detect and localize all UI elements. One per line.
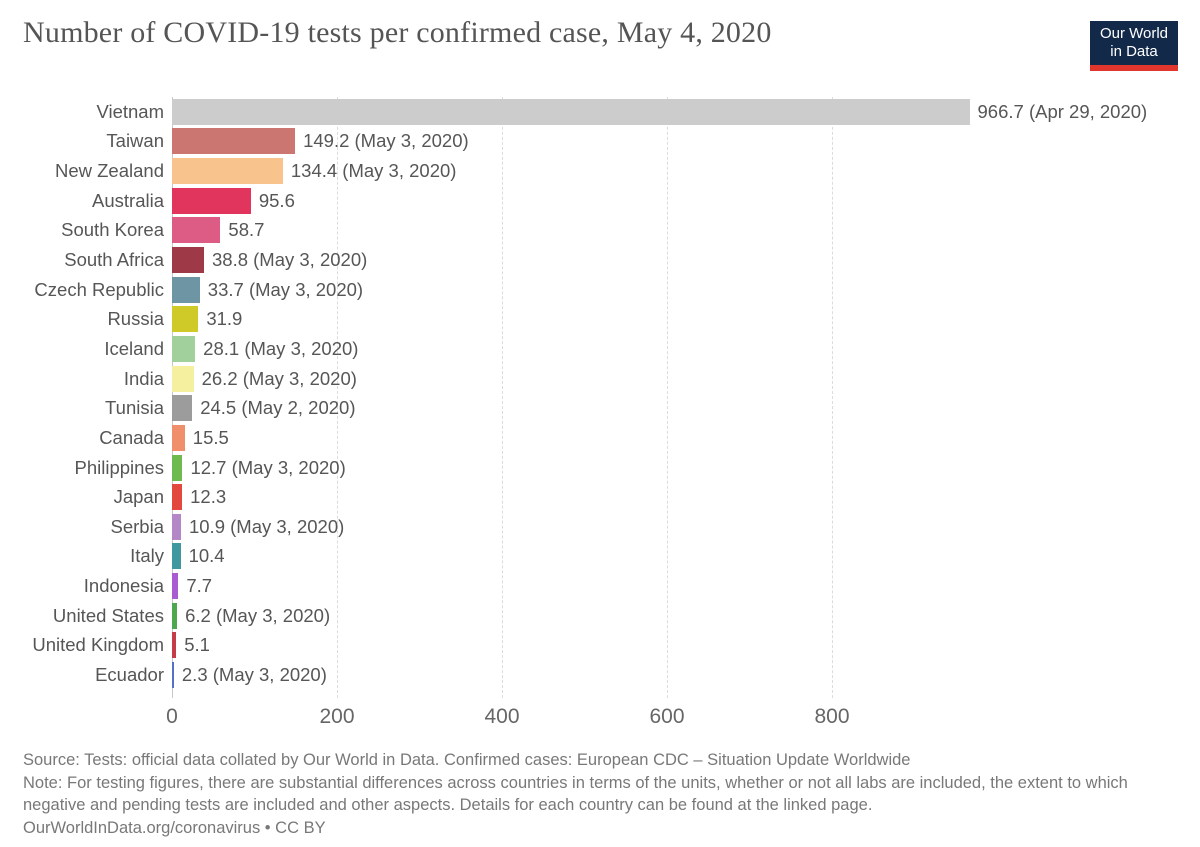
bar-row: Serbia 10.9 (May 3, 2020) <box>0 512 1200 542</box>
bar-row: Australia 95.6 <box>0 186 1200 216</box>
value-label: 31.9 <box>206 308 243 330</box>
country-label: Australia <box>92 189 164 211</box>
bar-row: Canada 15.5 <box>0 423 1200 453</box>
country-label: Czech Republic <box>34 278 164 300</box>
note-line: Note: For testing figures, there are sub… <box>23 773 1128 815</box>
value-label: 7.7 <box>186 575 213 597</box>
bar[interactable] <box>172 454 183 481</box>
country-label: Vietnam <box>96 100 164 122</box>
bar-row: Italy 10.4 <box>0 542 1200 572</box>
value-label: 38.8 (May 3, 2020) <box>212 249 368 271</box>
country-label: Ecuador <box>95 663 164 685</box>
bar-row: Ecuador 2.3 (May 3, 2020) <box>0 660 1200 690</box>
bar-row: Tunisia 24.5 (May 2, 2020) <box>0 393 1200 423</box>
country-label: Indonesia <box>83 575 164 597</box>
bar-row: Taiwan 149.2 (May 3, 2020) <box>0 127 1200 157</box>
owid-logo-box: Our World in Data <box>1090 21 1178 65</box>
value-label: 33.7 (May 3, 2020) <box>207 278 364 300</box>
bar[interactable] <box>172 513 181 540</box>
bar-row: Czech Republic 33.7 (May 3, 2020) <box>0 275 1200 305</box>
bar[interactable] <box>172 158 283 185</box>
country-label: South Korea <box>61 219 164 241</box>
value-label: 12.3 <box>190 486 227 508</box>
bar-row: Indonesia 7.7 <box>0 571 1200 601</box>
value-label: 28.1 (May 3, 2020) <box>203 337 359 359</box>
bar[interactable] <box>172 306 199 333</box>
bar-row: Vietnam 966.7 (Apr 29, 2020) <box>0 97 1200 127</box>
value-label: 5.1 <box>184 634 210 656</box>
bar-row: India 26.2 (May 3, 2020) <box>0 364 1200 394</box>
logo-line-2: in Data <box>1110 43 1158 60</box>
owid-logo[interactable]: Our World in Data <box>1090 21 1178 71</box>
bar-row: Russia 31.9 <box>0 304 1200 334</box>
value-label: 12.7 (May 3, 2020) <box>190 456 346 478</box>
value-label: 24.5 (May 2, 2020) <box>200 397 356 419</box>
country-label: India <box>123 367 164 389</box>
bar[interactable] <box>172 632 177 659</box>
value-label: 10.4 <box>188 545 225 567</box>
bar-row: Japan 12.3 <box>0 482 1200 512</box>
x-tick-label: 200 <box>319 705 355 728</box>
country-label: United Kingdom <box>32 634 164 656</box>
bar[interactable] <box>172 395 193 422</box>
bar[interactable] <box>172 128 296 155</box>
country-label: New Zealand <box>54 160 164 182</box>
x-tick-label: 600 <box>649 705 685 728</box>
bar[interactable] <box>172 661 174 688</box>
bar-row: South Korea 58.7 <box>0 216 1200 246</box>
bar[interactable] <box>172 573 179 600</box>
bar[interactable] <box>172 217 221 244</box>
country-label: South Africa <box>64 249 164 271</box>
bar[interactable] <box>172 602 178 629</box>
bar-row: United States 6.2 (May 3, 2020) <box>0 601 1200 631</box>
bar[interactable] <box>172 187 251 214</box>
x-axis: 0 200 400 600 800 <box>0 705 1200 735</box>
country-label: Iceland <box>104 337 164 359</box>
credit-line: OurWorldInData.org/coronavirus • CC BY <box>23 818 326 837</box>
bar[interactable] <box>172 335 196 362</box>
bar[interactable] <box>172 543 181 570</box>
country-label: Japan <box>113 486 164 508</box>
bar[interactable] <box>172 365 194 392</box>
value-label: 95.6 <box>258 189 295 211</box>
country-label: Taiwan <box>106 130 164 152</box>
x-tick-label: 400 <box>484 705 520 728</box>
value-label: 6.2 (May 3, 2020) <box>185 604 331 626</box>
bar[interactable] <box>172 424 185 451</box>
bar-row: Philippines 12.7 (May 3, 2020) <box>0 453 1200 483</box>
country-label: United States <box>52 604 164 626</box>
value-label: 134.4 (May 3, 2020) <box>290 160 457 182</box>
value-label: 15.5 <box>192 426 229 448</box>
country-label: Serbia <box>110 515 164 537</box>
value-label: 26.2 (May 3, 2020) <box>201 367 357 389</box>
logo-line-1: Our World <box>1099 25 1169 42</box>
bar[interactable] <box>172 247 204 274</box>
chart-footer: Source: Tests: official data collated by… <box>23 749 1181 839</box>
plot-rows: Vietnam 966.7 (Apr 29, 2020) Taiwan 149.… <box>0 97 1200 690</box>
value-label: 2.3 (May 3, 2020) <box>181 663 327 685</box>
bar-row: New Zealand 134.4 (May 3, 2020) <box>0 156 1200 186</box>
country-label: Canada <box>99 426 164 448</box>
source-line: Source: Tests: official data collated by… <box>23 751 911 769</box>
x-tick-label: 800 <box>814 705 850 728</box>
country-label: Italy <box>130 545 164 567</box>
country-label: Tunisia <box>105 397 164 419</box>
value-label: 966.7 (Apr 29, 2020) <box>977 100 1148 122</box>
logo-red-strip <box>1090 65 1178 71</box>
country-label: Philippines <box>74 456 164 478</box>
country-label: Russia <box>107 308 164 330</box>
value-label: 10.9 (May 3, 2020) <box>188 515 345 537</box>
bar-row: United Kingdom 5.1 <box>0 631 1200 661</box>
value-label: 149.2 (May 3, 2020) <box>303 130 469 152</box>
bar[interactable] <box>172 484 183 511</box>
x-tick-label: 0 <box>166 705 178 728</box>
bar[interactable] <box>172 276 200 303</box>
bar-row: South Africa 38.8 (May 3, 2020) <box>0 245 1200 275</box>
chart-title: Number of COVID-19 tests per confirmed c… <box>23 16 772 49</box>
bar[interactable] <box>172 98 970 125</box>
value-label: 58.7 <box>228 219 265 241</box>
bar-row: Iceland 28.1 (May 3, 2020) <box>0 334 1200 364</box>
